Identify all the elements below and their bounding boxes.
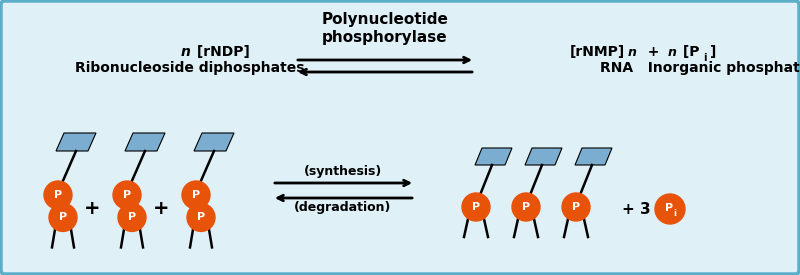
Text: P: P: [59, 212, 67, 222]
Polygon shape: [575, 148, 612, 165]
Text: (degradation): (degradation): [294, 202, 392, 214]
Text: P: P: [665, 203, 673, 213]
Circle shape: [182, 181, 210, 209]
Text: P: P: [192, 190, 200, 200]
Text: i: i: [703, 53, 706, 63]
Text: RNA   Inorganic phosphates: RNA Inorganic phosphates: [600, 61, 800, 75]
Text: n: n: [180, 45, 190, 59]
Circle shape: [655, 194, 685, 224]
Text: n: n: [668, 45, 677, 59]
Polygon shape: [194, 133, 234, 151]
Text: P: P: [522, 202, 530, 212]
Text: [P: [P: [678, 45, 699, 59]
Polygon shape: [525, 148, 562, 165]
Circle shape: [113, 181, 141, 209]
Circle shape: [562, 193, 590, 221]
Polygon shape: [475, 148, 512, 165]
Circle shape: [118, 204, 146, 231]
Text: +: +: [638, 45, 669, 59]
Text: +: +: [84, 199, 100, 219]
Text: P: P: [472, 202, 480, 212]
Circle shape: [49, 204, 77, 231]
Text: P: P: [123, 190, 131, 200]
Text: [rNMP]: [rNMP]: [570, 45, 626, 59]
Text: +: +: [153, 199, 170, 219]
Text: ]: ]: [710, 45, 716, 59]
Text: [rNDP]: [rNDP]: [192, 45, 250, 59]
Text: Polynucleotide: Polynucleotide: [322, 12, 449, 27]
Text: Ribonucleoside diphosphates: Ribonucleoside diphosphates: [75, 61, 305, 75]
Text: P: P: [197, 212, 205, 222]
Circle shape: [512, 193, 540, 221]
Polygon shape: [125, 133, 165, 151]
Text: P: P: [572, 202, 580, 212]
Text: i: i: [674, 208, 677, 218]
Text: n: n: [628, 45, 637, 59]
Text: (synthesis): (synthesis): [304, 166, 382, 178]
Circle shape: [44, 181, 72, 209]
Text: P: P: [54, 190, 62, 200]
Polygon shape: [56, 133, 96, 151]
Text: + 3: + 3: [622, 202, 650, 216]
Text: P: P: [128, 212, 136, 222]
Circle shape: [462, 193, 490, 221]
Text: phosphorylase: phosphorylase: [322, 30, 448, 45]
Circle shape: [187, 204, 215, 231]
